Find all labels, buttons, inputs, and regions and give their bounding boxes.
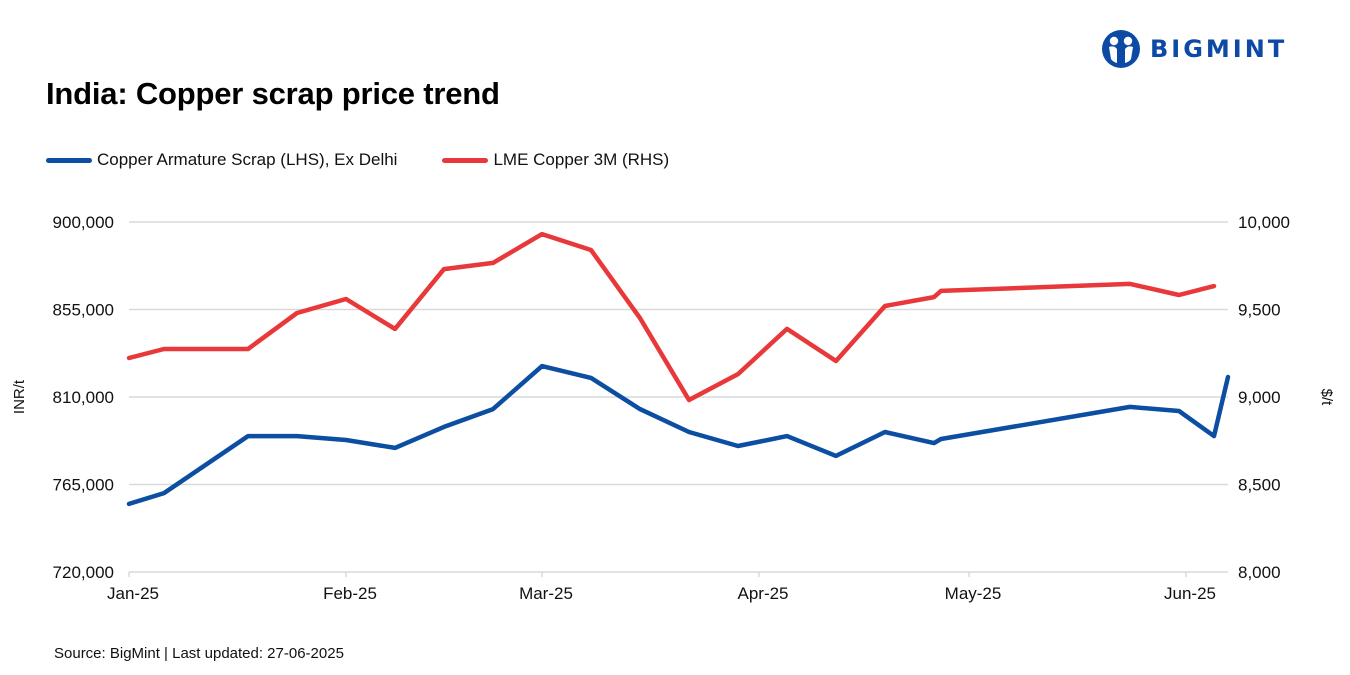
legend-swatch-red [442,157,489,163]
x-tick-label: May-25 [945,584,1002,603]
series-lines [126,231,1231,507]
legend-item-lme-copper: LME Copper 3M (RHS) [442,150,669,170]
y-axis-left-label: INR/t [11,379,28,414]
y-tick-left: 765,000 [53,476,114,495]
source-note: Source: BigMint | Last updated: 27-06-20… [54,645,344,662]
chart-title: India: Copper scrap price trend [46,76,500,111]
y-axis-right-label: $/t [1318,389,1335,407]
x-tick-label: Apr-25 [737,584,788,603]
y-tick-left: 720,000 [53,563,114,582]
logo-text: BIGMINT [1150,35,1288,63]
x-tick-label: Mar-25 [519,584,573,603]
legend-swatch-blue [46,157,92,163]
gridlines [129,221,1228,573]
x-tick-label: Feb-25 [323,584,377,603]
legend-item-copper-scrap: Copper Armature Scrap (LHS), Ex Delhi [46,150,397,170]
lme-copper-line [126,231,1217,403]
y-tick-right: 9,000 [1238,388,1281,407]
y-tick-right: 8,000 [1238,563,1281,582]
y-tick-left: 855,000 [53,301,114,320]
y-axis-left: 900,000 855,000 810,000 765,000 720,000 [53,213,114,582]
legend-label: Copper Armature Scrap (LHS), Ex Delhi [97,150,398,169]
x-axis: Jan-25 Feb-25 Mar-25 Apr-25 May-25 Jun-25 [107,572,1216,603]
y-axis-right: 10,000 9,500 9,000 8,500 8,000 [1238,213,1290,582]
y-tick-left: 900,000 [53,213,114,232]
copper-scrap-line [126,363,1231,507]
bigmint-logo: BIGMINT [1101,29,1287,69]
legend-label: LME Copper 3M (RHS) [493,150,670,169]
chart-legend: Copper Armature Scrap (LHS), Ex Delhi LM… [46,150,714,170]
y-tick-left: 810,000 [53,388,114,407]
bigmint-people-icon [1102,30,1140,68]
y-tick-right: 9,500 [1238,301,1281,320]
y-tick-right: 8,500 [1238,476,1281,495]
x-tick-label: Jun-25 [1164,584,1216,603]
y-tick-right: 10,000 [1238,213,1290,232]
x-tick-label: Jan-25 [107,584,159,603]
